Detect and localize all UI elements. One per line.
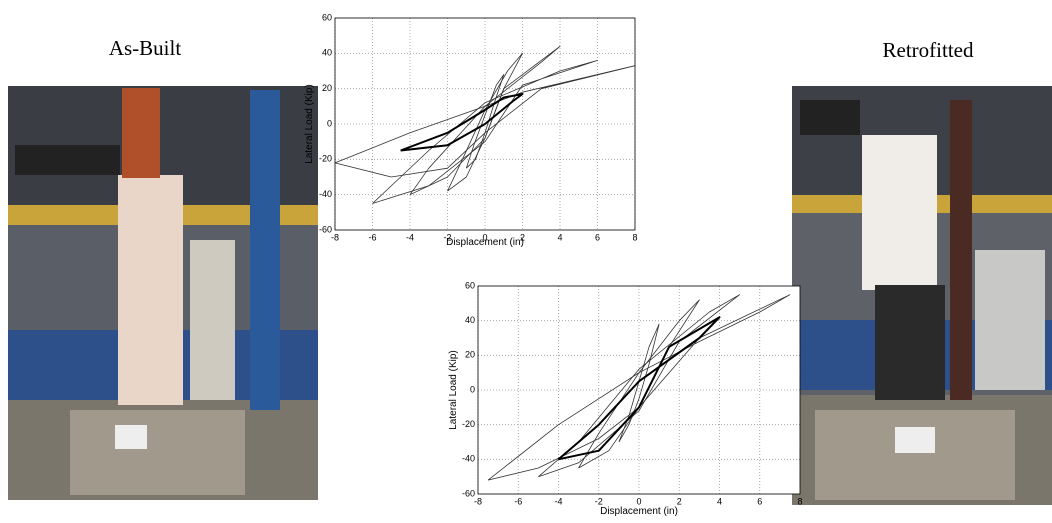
hysteresis-loop <box>557 316 721 461</box>
y-tick-label: -20 <box>319 154 332 164</box>
chart: -8 -6 -4 -2 0 2 4 6 8-60-40-200204060Displacemen… <box>304 12 638 248</box>
x-tick-label: -6 <box>514 496 522 506</box>
x-axis-label: Displacement (in) <box>600 506 678 517</box>
x-tick-label: 4 <box>717 496 722 506</box>
y-tick-label: -60 <box>319 224 332 234</box>
y-axis-label: Lateral Load (Kip) <box>448 350 459 430</box>
hysteresis-loop <box>447 52 523 192</box>
y-tick-label: 60 <box>322 12 332 22</box>
y-tick-label: -40 <box>462 454 475 464</box>
y-tick-label: 0 <box>470 384 475 394</box>
x-tick-label: 8 <box>797 496 802 506</box>
x-axis-label: Displacement (in) <box>446 237 524 248</box>
x-tick-label: 2 <box>677 496 682 506</box>
chart: -8 -6 -4 -2 0 2 4 6 8-60-40-200204060Displacemen… <box>448 280 803 517</box>
y-tick-label: -20 <box>462 419 475 429</box>
x-tick-label: -8 <box>474 496 482 506</box>
hysteresis-loop <box>400 93 524 152</box>
as-built-photo <box>8 86 318 500</box>
x-tick-label: -6 <box>368 232 376 242</box>
x-tick-label: 4 <box>557 232 562 242</box>
y-tick-label: 0 <box>327 118 332 128</box>
x-tick-label: -4 <box>554 496 562 506</box>
photo-label: As-Built <box>109 36 182 60</box>
hysteresis-loop <box>538 294 740 478</box>
plot-frame <box>477 285 801 495</box>
y-axis-label: Lateral Load (Kip) <box>304 84 315 164</box>
y-tick-label: 40 <box>465 315 475 325</box>
x-tick-label: -4 <box>406 232 414 242</box>
plot-frame <box>334 17 636 231</box>
hysteresis-loop <box>372 60 598 204</box>
x-tick-label: 0 <box>482 232 487 242</box>
x-tick-label: 6 <box>595 232 600 242</box>
hysteresis-loop <box>578 299 700 469</box>
x-tick-label: 6 <box>757 496 762 506</box>
y-tick-label: 20 <box>322 83 332 93</box>
y-tick-label: -40 <box>319 189 332 199</box>
x-tick-label: 8 <box>632 232 637 242</box>
retrofitted-photo <box>792 86 1052 505</box>
x-tick-label: -2 <box>595 496 603 506</box>
y-tick-label: 40 <box>322 48 332 58</box>
hysteresis-loop <box>409 45 561 196</box>
x-tick-label: 0 <box>636 496 641 506</box>
x-tick-label: 2 <box>520 232 525 242</box>
x-tick-label: -8 <box>331 232 339 242</box>
photo-label: Retrofitted <box>883 38 974 62</box>
x-tick-label: -2 <box>443 232 451 242</box>
y-tick-label: 60 <box>465 280 475 290</box>
hysteresis-loop <box>487 294 791 481</box>
y-tick-label: -60 <box>462 488 475 498</box>
y-tick-label: 20 <box>465 350 475 360</box>
plot-area <box>478 286 800 494</box>
